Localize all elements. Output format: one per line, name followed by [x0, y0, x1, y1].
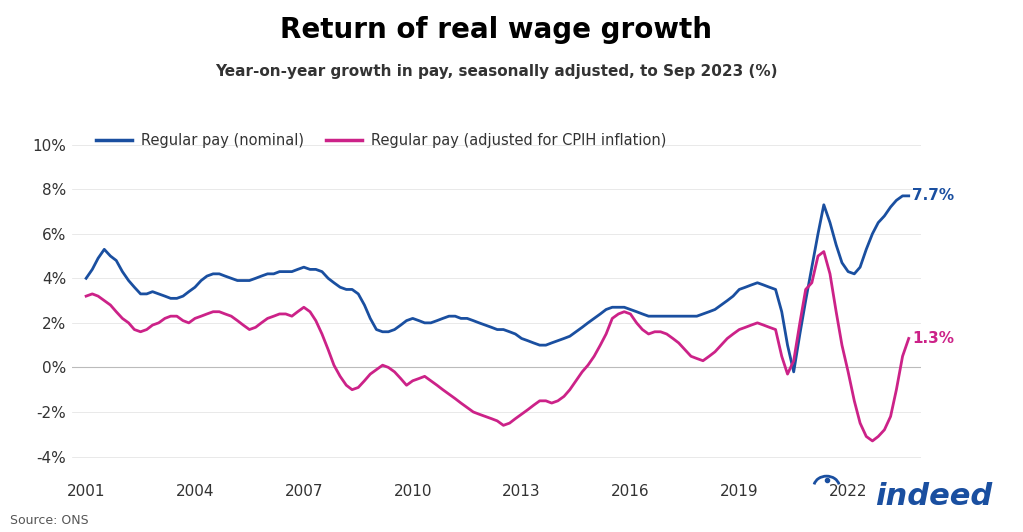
Legend: Regular pay (nominal), Regular pay (adjusted for CPIH inflation): Regular pay (nominal), Regular pay (adju… — [96, 133, 667, 148]
Text: 1.3%: 1.3% — [913, 331, 954, 346]
Text: indeed: indeed — [875, 481, 992, 511]
Text: 7.7%: 7.7% — [913, 188, 954, 203]
Text: Year-on-year growth in pay, seasonally adjusted, to Sep 2023 (%): Year-on-year growth in pay, seasonally a… — [215, 64, 777, 79]
Text: Source: ONS: Source: ONS — [10, 514, 89, 527]
Text: Return of real wage growth: Return of real wage growth — [280, 16, 712, 44]
